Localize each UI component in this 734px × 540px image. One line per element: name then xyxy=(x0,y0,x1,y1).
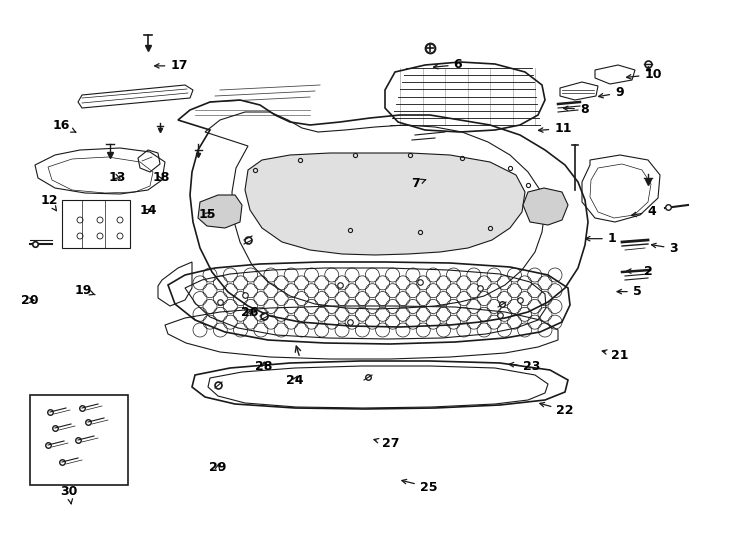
Bar xyxy=(30,395,128,485)
Text: 27: 27 xyxy=(374,437,399,450)
Text: 20: 20 xyxy=(21,294,38,307)
Text: 16: 16 xyxy=(53,119,76,132)
Polygon shape xyxy=(245,153,525,255)
Text: 14: 14 xyxy=(139,204,157,217)
Text: 2: 2 xyxy=(627,265,653,278)
Text: 15: 15 xyxy=(198,208,216,221)
Text: 30: 30 xyxy=(60,485,78,504)
Bar xyxy=(62,200,130,248)
Text: 23: 23 xyxy=(509,360,540,373)
Polygon shape xyxy=(523,188,568,225)
Text: 7: 7 xyxy=(411,177,426,190)
Text: 17: 17 xyxy=(155,59,188,72)
Text: 8: 8 xyxy=(564,103,589,116)
Text: 22: 22 xyxy=(539,402,574,417)
Text: 5: 5 xyxy=(617,285,642,298)
Text: 10: 10 xyxy=(627,68,662,81)
Polygon shape xyxy=(198,195,242,228)
Text: 28: 28 xyxy=(255,360,273,373)
Text: 19: 19 xyxy=(75,284,95,297)
Text: 6: 6 xyxy=(434,58,462,71)
Text: 1: 1 xyxy=(586,232,617,245)
Text: 9: 9 xyxy=(599,86,624,99)
Text: 11: 11 xyxy=(539,122,572,135)
Text: 26: 26 xyxy=(241,306,258,319)
Text: 29: 29 xyxy=(209,461,227,474)
Text: 13: 13 xyxy=(109,171,126,184)
Text: 18: 18 xyxy=(153,171,170,184)
Text: 3: 3 xyxy=(652,242,678,255)
Text: 24: 24 xyxy=(286,374,304,387)
Text: 21: 21 xyxy=(603,349,628,362)
Text: 12: 12 xyxy=(40,194,58,211)
Text: 4: 4 xyxy=(632,205,656,218)
Text: 25: 25 xyxy=(402,480,437,494)
